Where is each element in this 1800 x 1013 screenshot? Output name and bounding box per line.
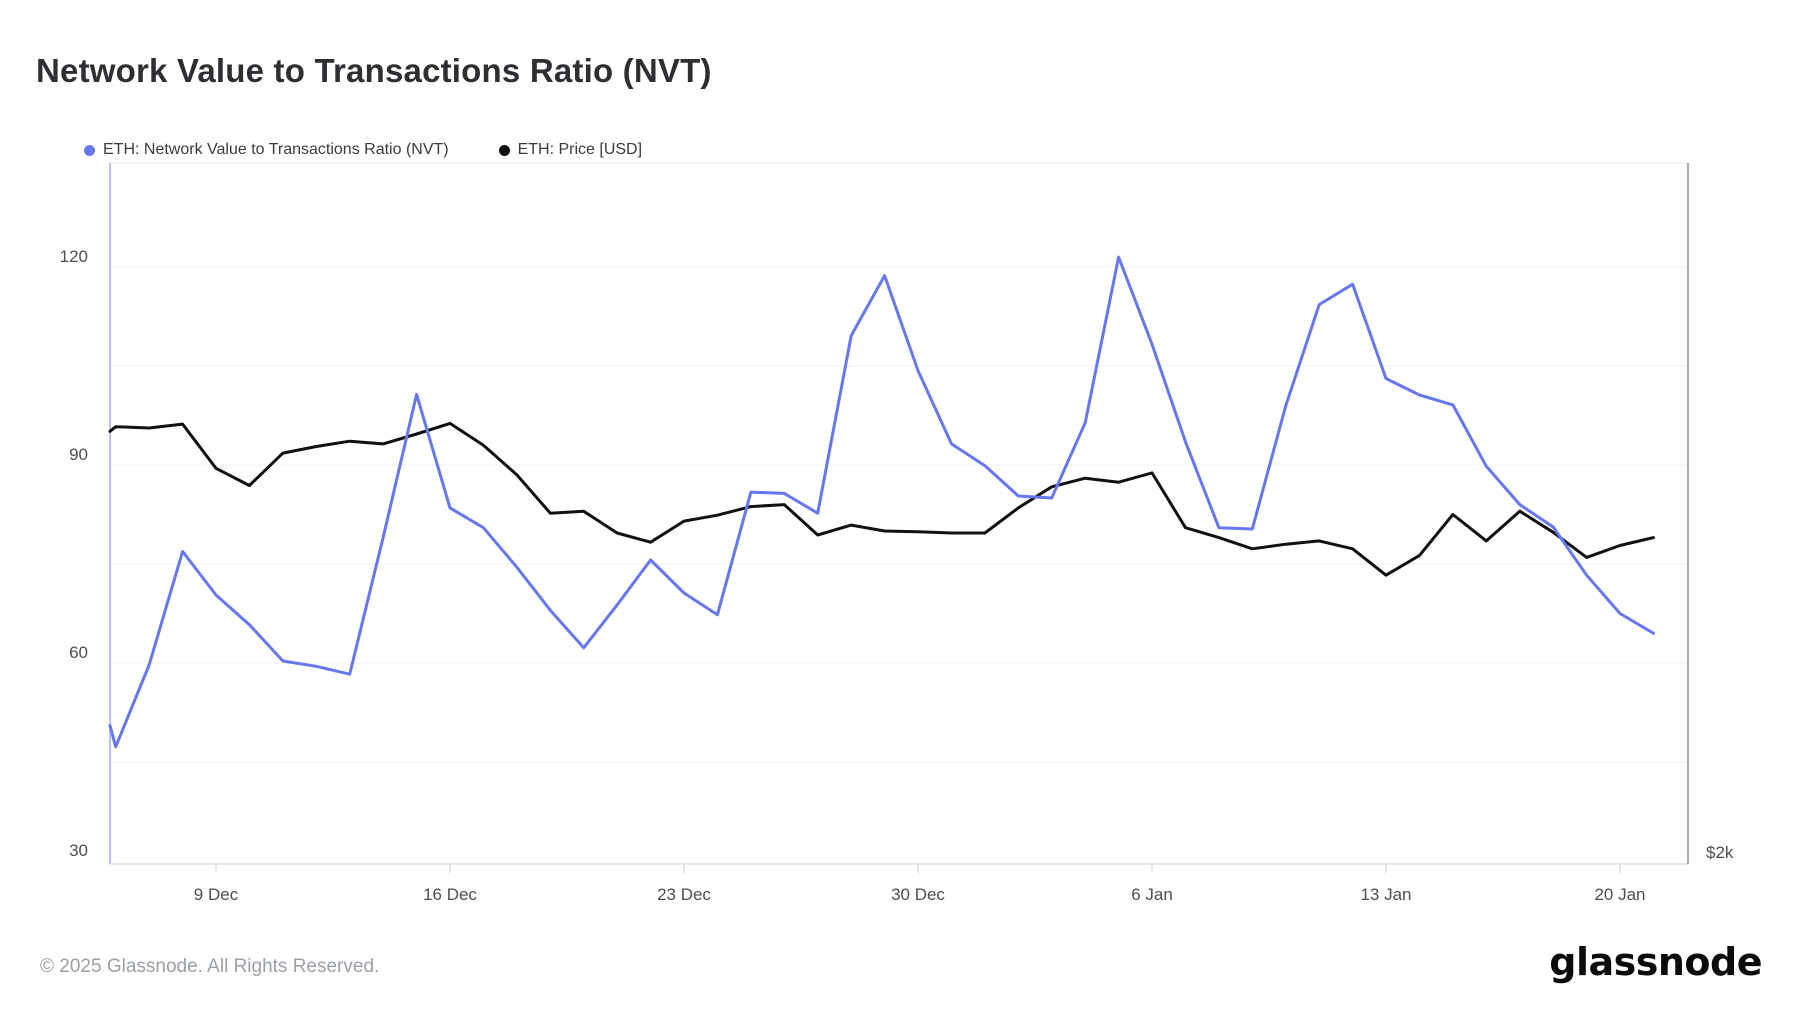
x-tick-label: 23 Dec	[657, 885, 711, 904]
copyright-text: © 2025 Glassnode. All Rights Reserved.	[40, 956, 380, 977]
price-axis-label: $2k	[1706, 843, 1734, 862]
price-line-series	[108, 421, 1655, 577]
glassnode-logo[interactable]: glassnode	[1549, 940, 1762, 984]
y-tick-label: 60	[69, 643, 88, 662]
x-tick-label: 16 Dec	[423, 885, 477, 904]
plot-border	[109, 162, 1689, 865]
legend-item-price[interactable]: ETH: Price [USD]	[498, 141, 643, 159]
price-legend-dot-icon	[498, 144, 510, 156]
x-tick-label: 9 Dec	[193, 885, 239, 904]
nvt-legend-dot-icon	[84, 144, 95, 156]
x-tick-label: 20 Jan	[1594, 885, 1646, 904]
x-tick-label: 30 Dec	[891, 885, 945, 904]
nvt-line-series	[108, 255, 1655, 749]
legend-label-nvt: ETH: Network Value to Transactions Ratio…	[103, 141, 449, 158]
x-tick-label: 6 Jan	[1131, 885, 1173, 904]
legend-item-nvt[interactable]: ETH: Network Value to Transactions Ratio…	[84, 141, 449, 159]
y-tick-label: 90	[69, 445, 88, 464]
page-title: Network Value to Transactions Ratio (NVT…	[36, 52, 712, 89]
x-tick-label: 13 Jan	[1360, 885, 1412, 904]
y-tick-label: 30	[69, 841, 88, 860]
y-tick-label: 120	[59, 247, 88, 266]
legend-label-price: ETH: Price [USD]	[517, 141, 643, 158]
legend: ETH: Network Value to Transactions Ratio…	[84, 141, 642, 159]
